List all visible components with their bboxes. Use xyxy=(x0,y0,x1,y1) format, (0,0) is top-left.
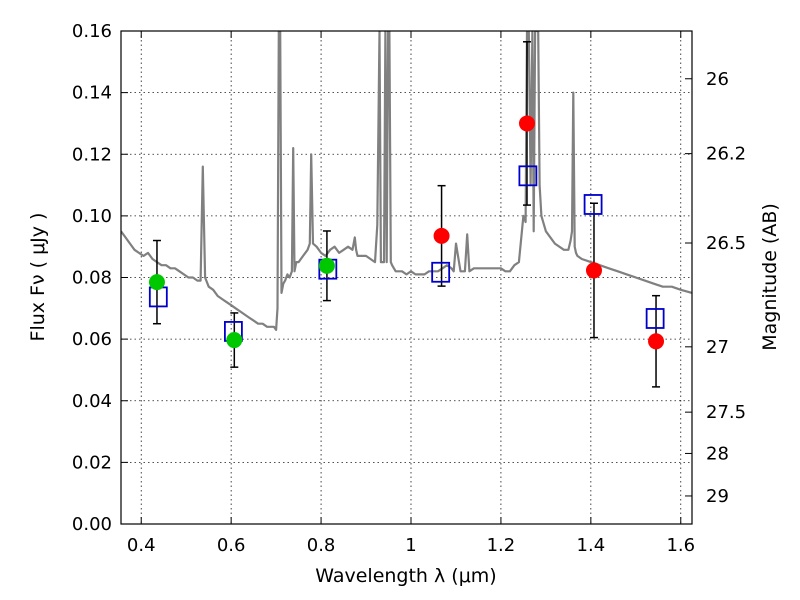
x-axis-label: Wavelength λ (μm) xyxy=(315,565,496,587)
grid-lines xyxy=(121,30,692,525)
spectrum-layer xyxy=(121,31,692,331)
mag-tick-label: 28 xyxy=(706,443,729,464)
green-flux-point xyxy=(318,257,335,274)
model-flux-square xyxy=(645,308,665,329)
green-flux-point xyxy=(148,274,165,291)
y-tick-label: 0.16 xyxy=(72,21,112,42)
mag-tick-label: 26.5 xyxy=(706,233,746,254)
y-tick-label: 0.00 xyxy=(72,514,112,535)
x-tick-label: 0.8 xyxy=(307,535,336,556)
y2-axis-label: Magnitude (AB) xyxy=(759,203,781,351)
model-flux-square xyxy=(583,194,603,215)
axis-ticks xyxy=(121,30,692,525)
mag-tick-label: 27.5 xyxy=(706,402,746,423)
mag-tick-label: 29 xyxy=(706,486,729,507)
green-flux-point xyxy=(226,332,243,349)
tick-labels: 0.4 0.6 0.8 1 1.2 1.4 1.6 0.00 0.02 0.04 0.06 0.08 0… xyxy=(72,21,746,556)
y-tick-label: 0.02 xyxy=(72,452,112,473)
y-tick-label: 0.06 xyxy=(72,329,112,350)
x-tick-label: 1.4 xyxy=(577,535,606,556)
y-tick-label: 0.14 xyxy=(72,83,112,104)
y-tick-label: 0.04 xyxy=(72,391,112,412)
red-flux-point xyxy=(648,333,665,350)
photometry-point-layer xyxy=(148,115,665,350)
red-flux-point xyxy=(433,227,450,244)
model-flux-square xyxy=(431,261,451,283)
x-tick-label: 1.6 xyxy=(666,535,695,556)
mag-tick-label: 26 xyxy=(706,69,729,90)
x-tick-label: 0.6 xyxy=(217,535,246,556)
spectrum-line xyxy=(121,31,692,331)
y-tick-label: 0.08 xyxy=(72,268,112,289)
y-tick-label: 0.10 xyxy=(72,206,112,227)
mag-tick-label: 26.2 xyxy=(706,144,746,165)
mag-tick-label: 27 xyxy=(706,337,729,358)
x-tick-label: 1 xyxy=(405,535,416,556)
y-tick-label: 0.12 xyxy=(72,144,112,165)
model-flux-square xyxy=(518,165,538,187)
y-axis-label: Flux Fν ( μJy ) xyxy=(27,213,49,342)
red-flux-point xyxy=(585,262,602,279)
x-tick-label: 0.4 xyxy=(127,535,156,556)
red-flux-point xyxy=(518,115,535,132)
x-tick-label: 1.2 xyxy=(487,535,516,556)
